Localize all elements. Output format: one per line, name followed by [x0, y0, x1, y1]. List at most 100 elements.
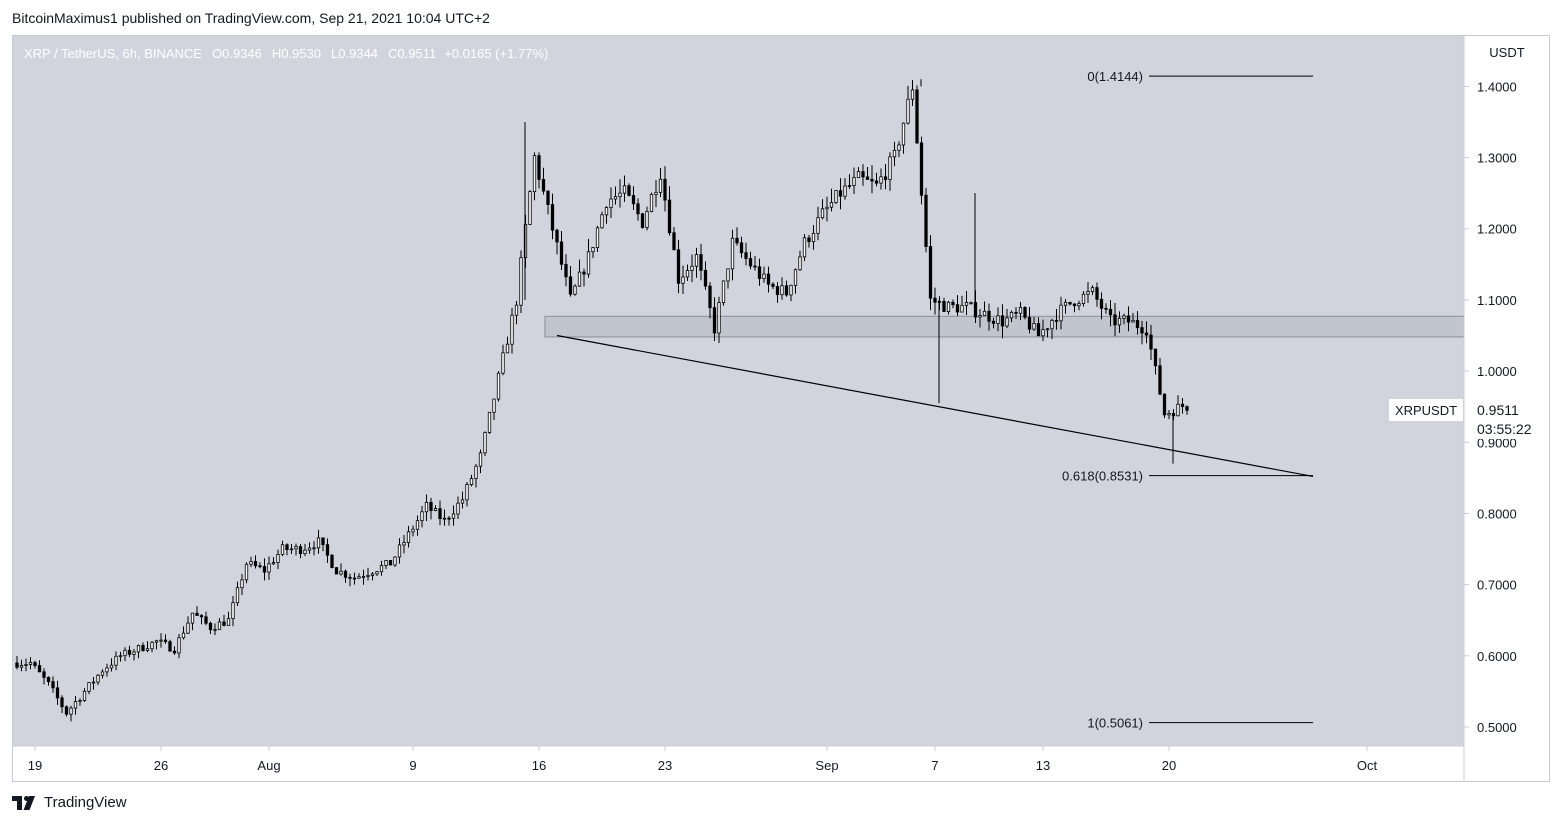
candle[interactable]	[1014, 307, 1018, 319]
candle[interactable]	[1081, 291, 1086, 307]
candle[interactable]	[793, 268, 798, 294]
candle[interactable]	[442, 509, 447, 526]
candle[interactable]	[1068, 301, 1072, 306]
support-zone[interactable]	[544, 315, 1465, 338]
candle[interactable]	[879, 168, 883, 190]
candle[interactable]	[811, 224, 816, 250]
candle[interactable]	[694, 247, 699, 278]
candle[interactable]	[649, 192, 654, 213]
candle[interactable]	[856, 167, 861, 178]
candle[interactable]	[861, 164, 865, 186]
candle[interactable]	[105, 663, 109, 677]
candle[interactable]	[199, 614, 204, 625]
candle[interactable]	[438, 500, 442, 526]
candle[interactable]	[910, 79, 915, 107]
candle[interactable]	[1113, 302, 1117, 337]
candle[interactable]	[667, 186, 672, 236]
candle[interactable]	[645, 206, 649, 231]
candle[interactable]	[384, 559, 388, 569]
candle[interactable]	[1032, 316, 1036, 331]
candle[interactable]	[267, 556, 271, 580]
candle[interactable]	[195, 606, 199, 616]
candle[interactable]	[753, 255, 757, 271]
candle[interactable]	[1131, 312, 1135, 323]
candle[interactable]	[42, 668, 46, 685]
candle[interactable]	[699, 243, 703, 281]
candle[interactable]	[924, 187, 928, 253]
candle[interactable]	[154, 639, 159, 650]
candle[interactable]	[69, 705, 73, 722]
candle[interactable]	[280, 540, 285, 557]
candle[interactable]	[465, 481, 469, 507]
candle[interactable]	[226, 611, 231, 626]
candle[interactable]	[1117, 311, 1122, 333]
candle[interactable]	[1135, 311, 1140, 335]
candle[interactable]	[33, 660, 37, 669]
candle[interactable]	[46, 676, 51, 686]
candle[interactable]	[789, 284, 793, 302]
candle[interactable]	[186, 616, 190, 635]
candle[interactable]	[640, 212, 645, 229]
candle[interactable]	[933, 287, 937, 315]
candle[interactable]	[424, 494, 429, 521]
candle[interactable]	[487, 411, 492, 434]
candle[interactable]	[1086, 281, 1090, 303]
candle[interactable]	[316, 529, 321, 554]
candle[interactable]	[996, 307, 1000, 332]
candle[interactable]	[109, 658, 114, 672]
candle[interactable]	[987, 303, 991, 331]
candle[interactable]	[325, 538, 330, 563]
candle[interactable]	[784, 280, 789, 297]
candle[interactable]	[681, 265, 685, 294]
candle[interactable]	[1023, 306, 1027, 320]
candle[interactable]	[865, 166, 870, 181]
candle[interactable]	[1018, 301, 1023, 321]
candle[interactable]	[834, 190, 838, 205]
candle[interactable]	[559, 231, 564, 270]
candle[interactable]	[591, 247, 595, 259]
candle[interactable]	[411, 525, 415, 537]
candle[interactable]	[595, 225, 600, 253]
candle[interactable]	[415, 515, 420, 536]
candle[interactable]	[150, 641, 154, 653]
candle[interactable]	[271, 557, 276, 565]
candle[interactable]	[127, 645, 132, 658]
candle[interactable]	[654, 180, 658, 208]
candle[interactable]	[204, 611, 208, 626]
candle[interactable]	[555, 228, 559, 255]
candle[interactable]	[294, 543, 298, 556]
candle[interactable]	[1108, 300, 1113, 327]
fib-level[interactable]: 0(1.4144)	[1087, 69, 1313, 84]
candle[interactable]	[64, 705, 69, 717]
candle[interactable]	[1162, 393, 1167, 419]
candle[interactable]	[825, 196, 829, 222]
candle[interactable]	[568, 265, 573, 297]
candle[interactable]	[807, 235, 811, 248]
candle[interactable]	[739, 236, 744, 258]
candle[interactable]	[712, 297, 717, 342]
candle[interactable]	[1059, 296, 1063, 330]
candle[interactable]	[298, 543, 303, 559]
candle[interactable]	[573, 284, 577, 296]
candle[interactable]	[1153, 348, 1158, 375]
candle[interactable]	[618, 179, 622, 208]
candle[interactable]	[843, 178, 847, 200]
candle[interactable]	[1099, 292, 1104, 320]
candle[interactable]	[1104, 303, 1108, 314]
candle[interactable]	[874, 172, 879, 187]
candle[interactable]	[87, 682, 91, 695]
candle[interactable]	[676, 239, 681, 294]
candle[interactable]	[1009, 310, 1014, 323]
candle[interactable]	[159, 633, 163, 648]
candle[interactable]	[852, 167, 856, 194]
candle[interactable]	[253, 555, 258, 569]
candle[interactable]	[915, 85, 919, 144]
candle[interactable]	[163, 634, 168, 644]
candle[interactable]	[960, 295, 964, 313]
candle[interactable]	[1054, 309, 1059, 330]
candle[interactable]	[613, 186, 618, 205]
candle[interactable]	[766, 266, 771, 293]
candle[interactable]	[708, 282, 712, 319]
price-axis[interactable]: USDT 1.4000 1.3000 1.2000 1.1000 1.0000 0.900…	[1463, 36, 1525, 781]
candle[interactable]	[762, 266, 766, 283]
